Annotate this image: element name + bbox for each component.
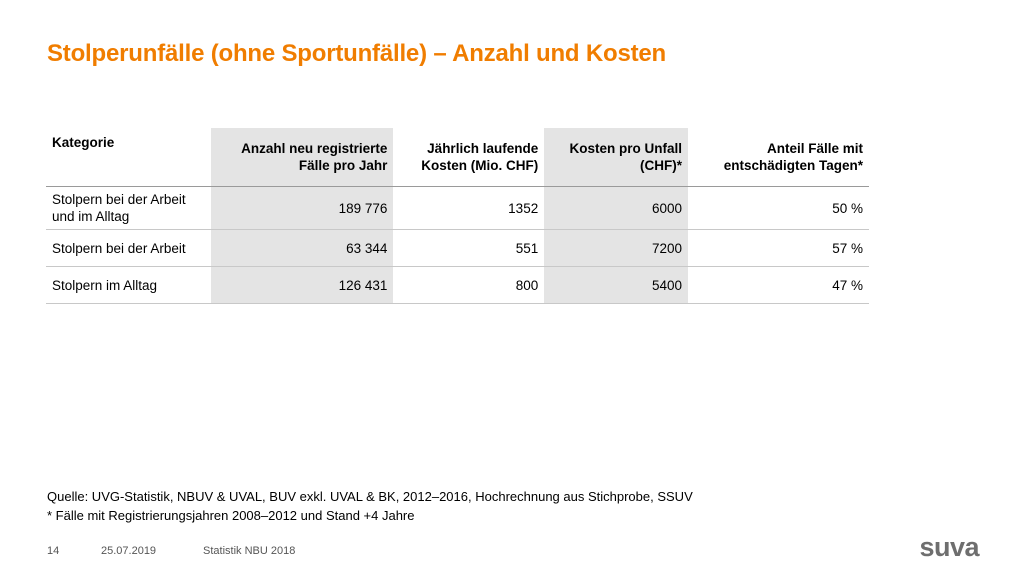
row-category: Stolpern bei der Arbeit	[46, 229, 211, 267]
row-category: Stolpern im Alltag	[46, 266, 211, 304]
row-anzahl: 63 344	[210, 229, 394, 267]
header-anteil: Anteil Fälle mit entschädigten Tagen*	[688, 128, 869, 187]
row-anteil: 57 %	[688, 229, 869, 267]
row-kosten-pro-unfall: 6000	[544, 186, 689, 230]
table-row: Stolpern im Alltag 126 431 800 5400 47 %	[46, 266, 869, 304]
row-kosten-jaehrlich: 800	[393, 266, 545, 304]
data-table: Kategorie Anzahl neu registrierte Fälle …	[46, 128, 869, 304]
footer-date: 25.07.2019	[101, 545, 157, 557]
row-category: Stolpern bei der Arbeit und im Alltag	[46, 186, 211, 230]
row-kosten-pro-unfall: 7200	[544, 229, 689, 267]
table-row: Stolpern bei der Arbeit und im Alltag 18…	[46, 186, 869, 230]
header-kategorie: Kategorie	[46, 128, 211, 187]
row-anteil: 50 %	[688, 186, 869, 230]
suva-logo: suva	[919, 532, 979, 562]
row-anzahl: 189 776	[210, 186, 394, 230]
header-kosten-pro-unfall: Kosten pro Unfall (CHF)*	[544, 128, 689, 187]
source-note: Quelle: UVG-Statistik, NBUV & UVAL, BUV …	[47, 489, 693, 504]
footnote: * Fälle mit Registrierungsjahren 2008–20…	[47, 508, 415, 523]
table-row: Stolpern bei der Arbeit 63 344 551 7200 …	[46, 229, 869, 267]
page-number: 14	[47, 545, 60, 557]
row-kosten-pro-unfall: 5400	[544, 266, 689, 304]
notes: Quelle: UVG-Statistik, NBUV & UVAL, BUV …	[47, 487, 693, 525]
header-kosten-jaehrlich: Jährlich laufende Kosten (Mio. CHF)	[393, 128, 545, 187]
footer-document: Statistik NBU 2018	[203, 545, 296, 557]
table-header-row: Kategorie Anzahl neu registrierte Fälle …	[46, 128, 869, 187]
row-anteil: 47 %	[688, 266, 869, 304]
row-anzahl: 126 431	[210, 266, 394, 304]
row-kosten-jaehrlich: 1352	[393, 186, 545, 230]
row-kosten-jaehrlich: 551	[393, 229, 545, 267]
header-anzahl: Anzahl neu registrierte Fälle pro Jahr	[210, 128, 394, 187]
page-title: Stolperunfälle (ohne Sportunfälle) – Anz…	[47, 40, 666, 67]
